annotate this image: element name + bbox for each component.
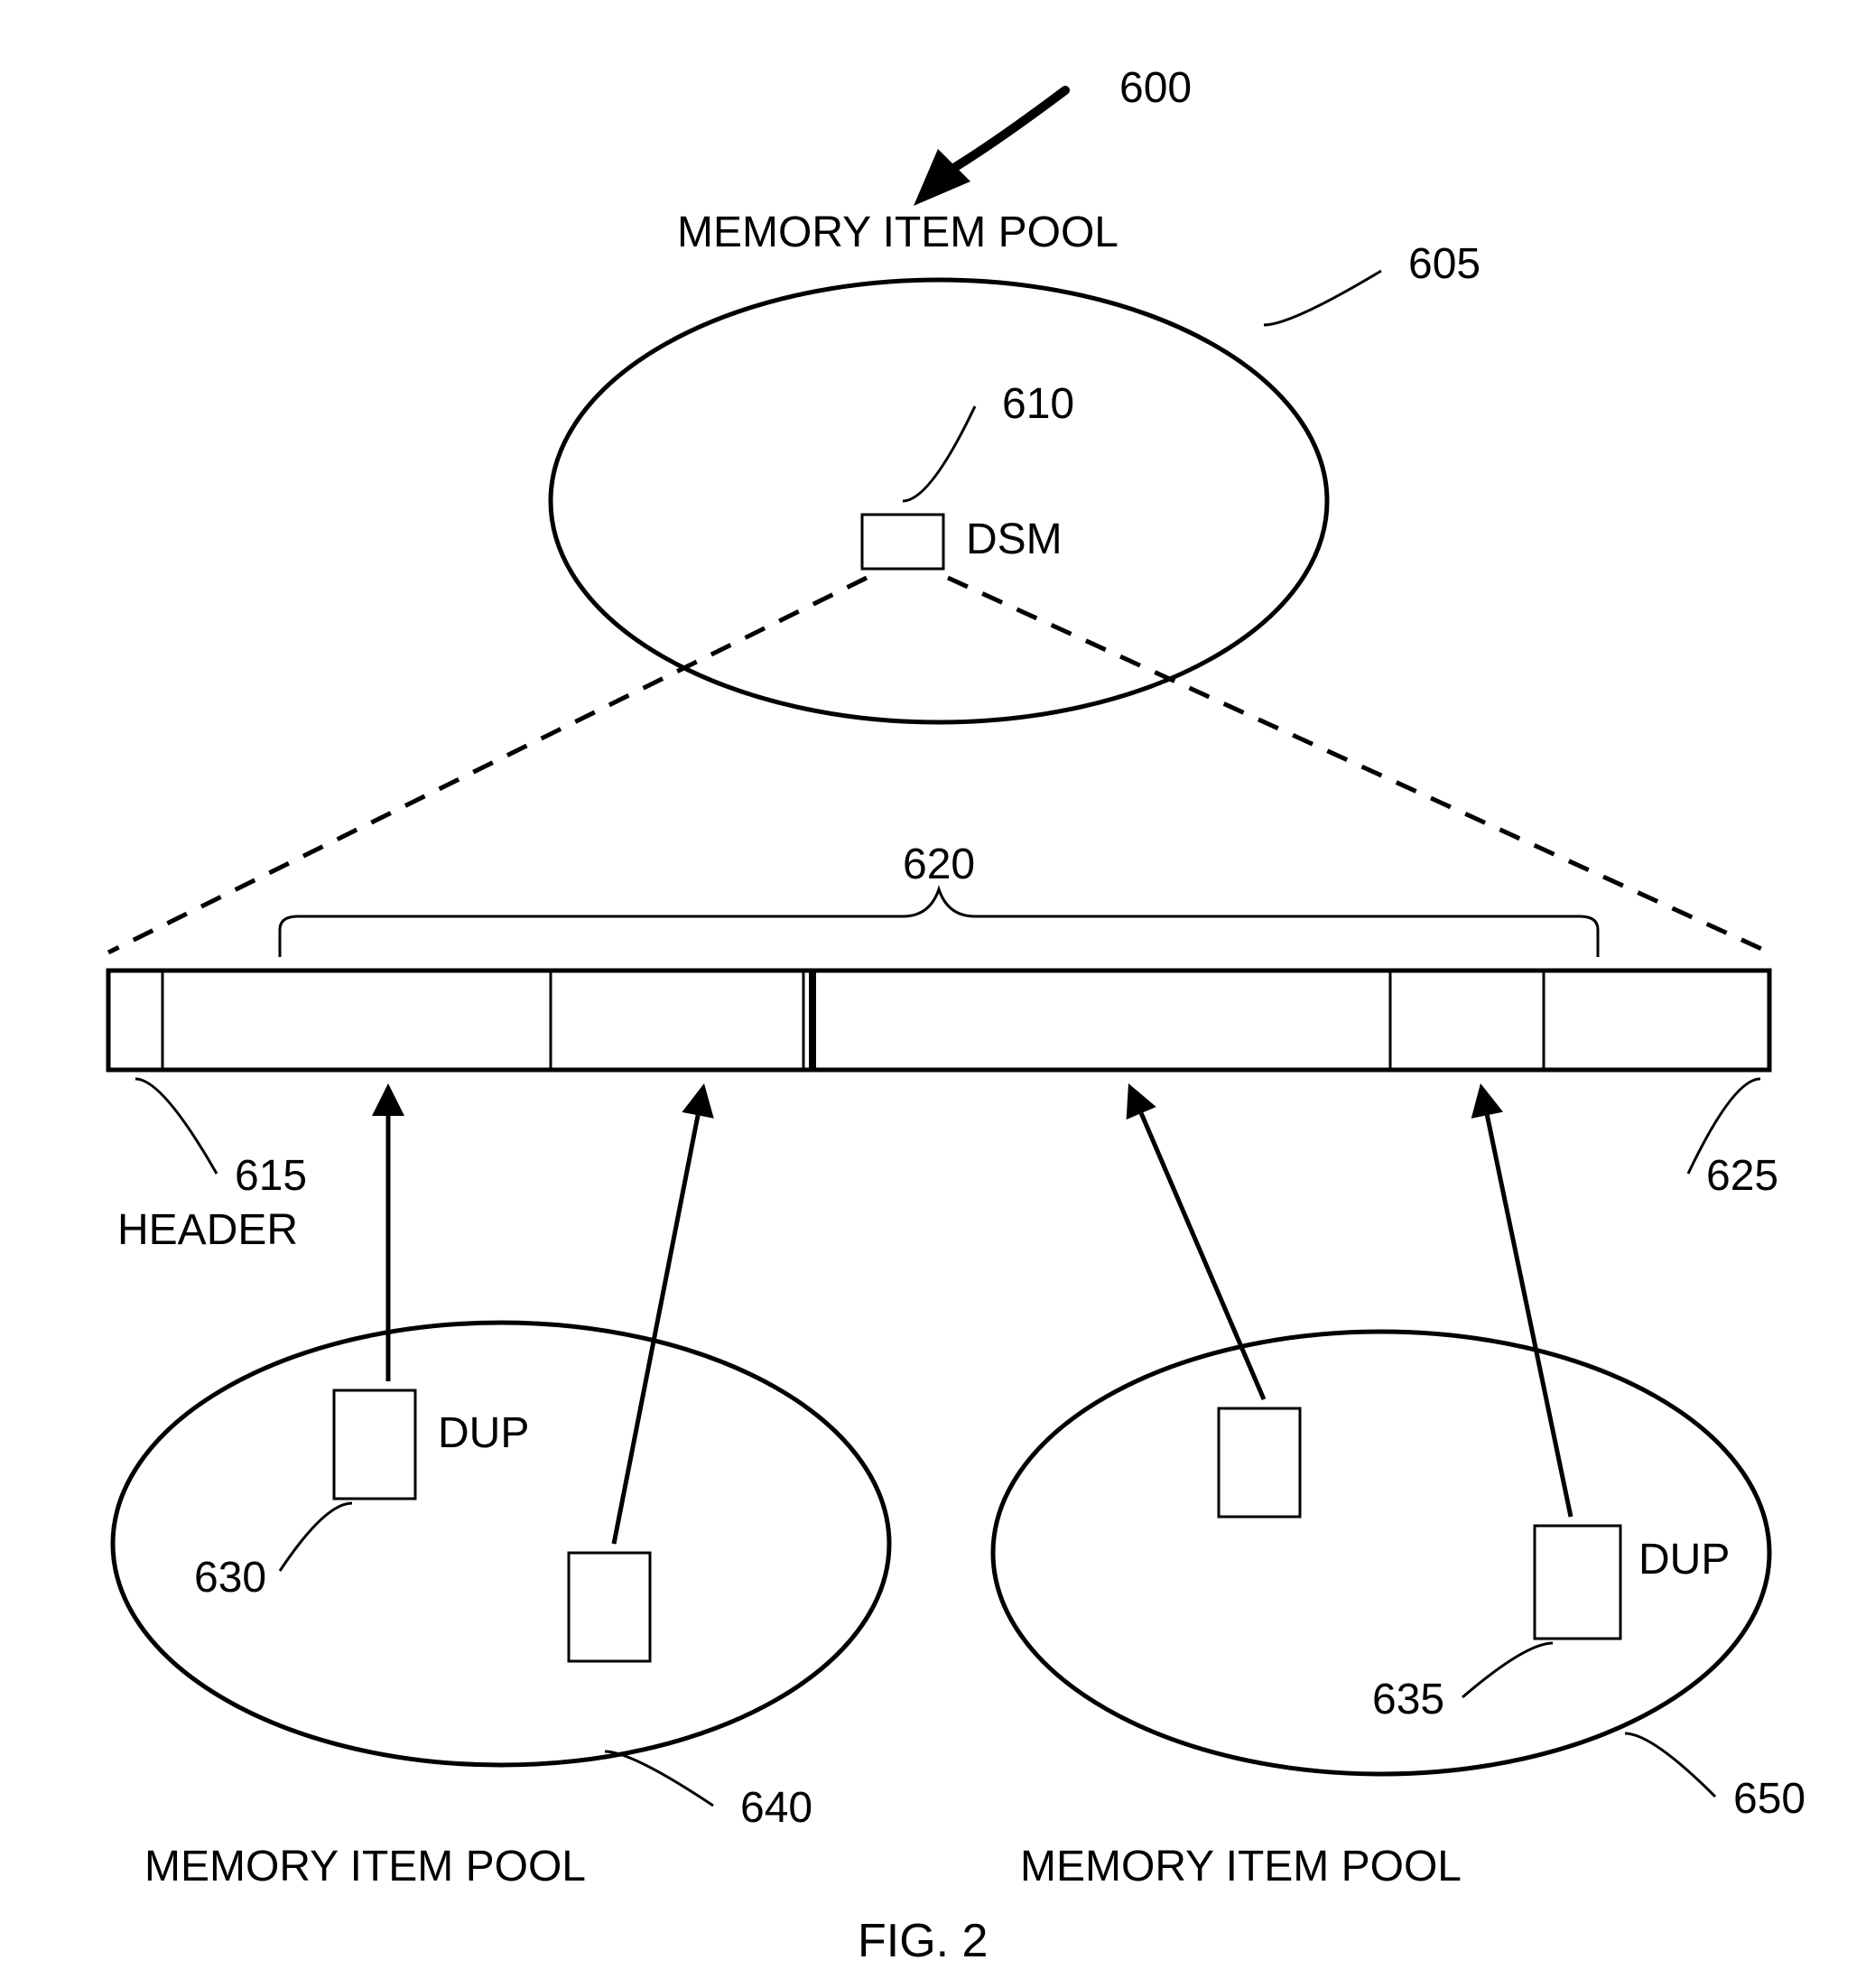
ref-615: 615	[235, 1151, 307, 1201]
ref-600: 600	[1119, 63, 1192, 113]
ref-610: 610	[1002, 379, 1074, 429]
header-label: HEADER	[117, 1205, 298, 1255]
dup-left-label: DUP	[438, 1408, 529, 1458]
ref-640: 640	[740, 1783, 812, 1833]
ref-605: 605	[1408, 239, 1481, 289]
ref-635: 635	[1372, 1675, 1444, 1724]
figure-caption: FIG. 2	[858, 1914, 988, 1968]
top-pool-title: MEMORY ITEM POOL	[677, 208, 1119, 257]
bottom-right-title: MEMORY ITEM POOL	[1020, 1842, 1462, 1891]
ref-650: 650	[1733, 1774, 1805, 1824]
figure-canvas	[0, 0, 1875, 1988]
ref-630: 630	[194, 1553, 266, 1602]
dup-right-label: DUP	[1638, 1535, 1730, 1584]
ref-620: 620	[903, 840, 975, 889]
dsm-label: DSM	[966, 515, 1063, 564]
bottom-left-title: MEMORY ITEM POOL	[144, 1842, 586, 1891]
ref-625: 625	[1706, 1151, 1778, 1201]
